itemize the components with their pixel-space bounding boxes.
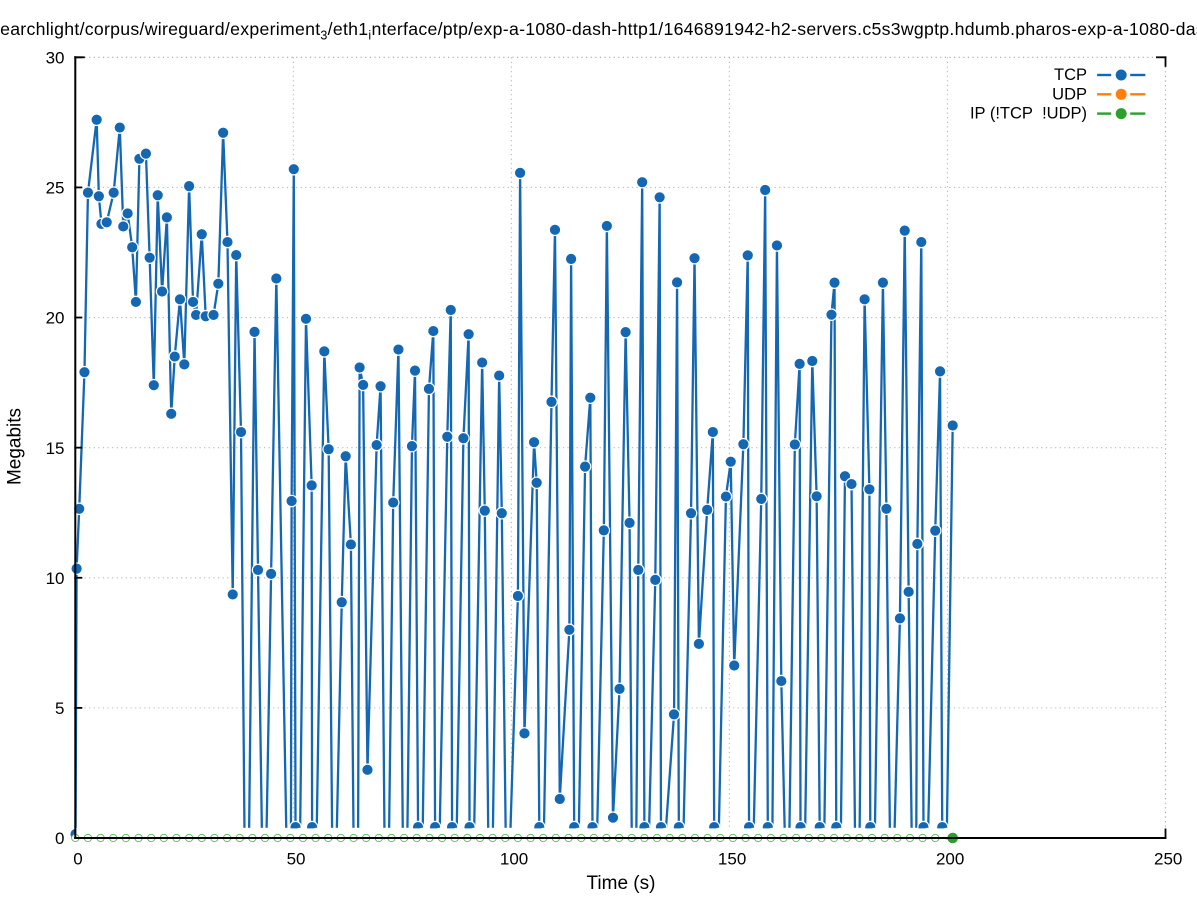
svg-text:UDP: UDP bbox=[1052, 85, 1087, 103]
svg-text:5: 5 bbox=[55, 699, 64, 718]
svg-text:100: 100 bbox=[500, 849, 528, 868]
svg-text:0: 0 bbox=[73, 849, 82, 868]
svg-text:30: 30 bbox=[46, 49, 65, 68]
svg-text:0: 0 bbox=[55, 829, 64, 848]
svg-text:Megabits: Megabits bbox=[5, 408, 26, 485]
svg-text:25: 25 bbox=[46, 179, 65, 198]
svg-text:10: 10 bbox=[46, 569, 65, 588]
svg-text:IP (!TCP !UDP): IP (!TCP !UDP) bbox=[970, 105, 1087, 123]
svg-text:50: 50 bbox=[287, 849, 306, 868]
svg-text:TCP: TCP bbox=[1054, 66, 1087, 84]
svg-text:250: 250 bbox=[1154, 849, 1182, 868]
svg-text:Time (s): Time (s) bbox=[587, 873, 656, 894]
svg-text:200: 200 bbox=[936, 849, 964, 868]
svg-text:20: 20 bbox=[46, 309, 65, 328]
svg-text:150: 150 bbox=[718, 849, 746, 868]
svg-text:15: 15 bbox=[46, 439, 65, 458]
